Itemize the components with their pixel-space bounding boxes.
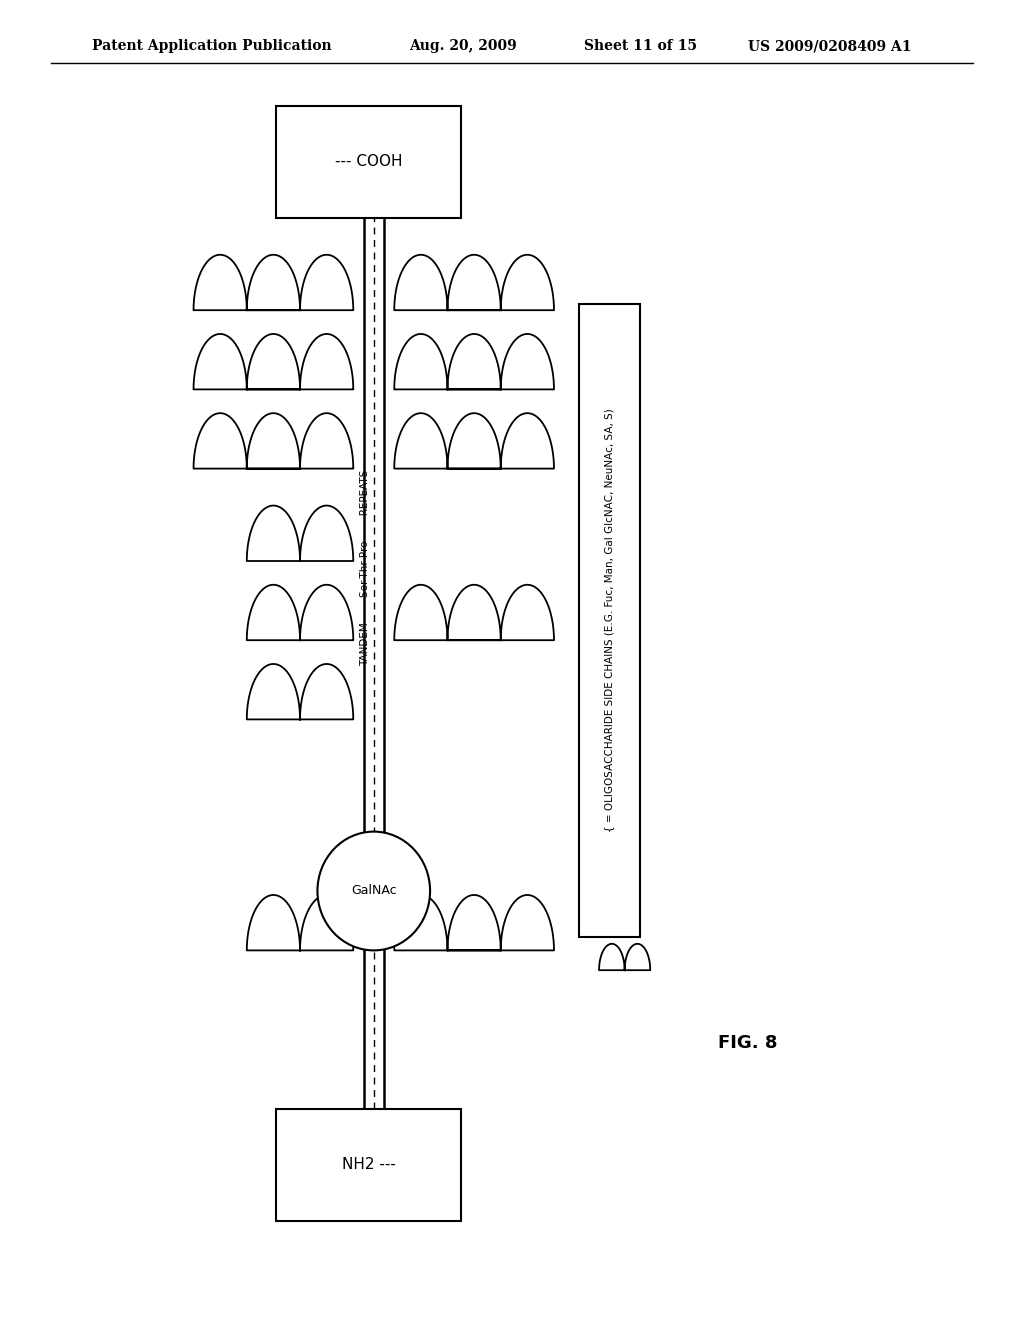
FancyBboxPatch shape bbox=[579, 304, 640, 937]
Text: Sheet 11 of 15: Sheet 11 of 15 bbox=[584, 40, 696, 53]
Text: Tn ANTIGEN: Tn ANTIGEN bbox=[602, 310, 616, 403]
FancyBboxPatch shape bbox=[276, 106, 461, 218]
Text: NH2 ---: NH2 --- bbox=[342, 1158, 395, 1172]
Text: Patent Application Publication: Patent Application Publication bbox=[92, 40, 332, 53]
Text: { = OLIGOSACCHARIDE SIDE CHAINS (E.G. Fuc, Man, Gal GlcNAC, NeuNAc, SA, S): { = OLIGOSACCHARIDE SIDE CHAINS (E.G. Fu… bbox=[604, 408, 614, 833]
Text: GalNAc: GalNAc bbox=[351, 884, 396, 898]
Ellipse shape bbox=[317, 832, 430, 950]
Text: --- COOH: --- COOH bbox=[335, 154, 402, 169]
Text: Aug. 20, 2009: Aug. 20, 2009 bbox=[410, 40, 517, 53]
FancyBboxPatch shape bbox=[276, 1109, 461, 1221]
Text: FIG. 8: FIG. 8 bbox=[718, 1034, 777, 1052]
Text: TANDEM ----- Ser-Thr-Pro ----- REPEATS: TANDEM ----- Ser-Thr-Pro ----- REPEATS bbox=[360, 470, 371, 665]
Text: US 2009/0208409 A1: US 2009/0208409 A1 bbox=[748, 40, 911, 53]
